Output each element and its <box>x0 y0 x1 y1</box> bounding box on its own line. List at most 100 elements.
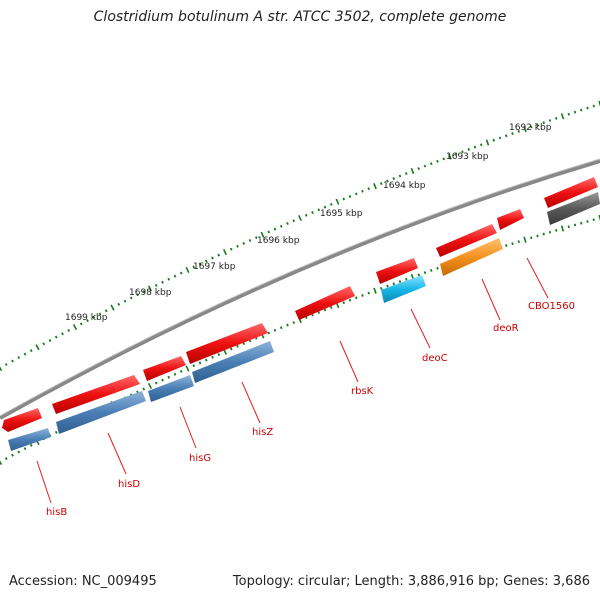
minor-tick <box>267 230 271 234</box>
minor-tick <box>423 271 427 275</box>
cds-bar-blue[interactable] <box>8 428 51 451</box>
gene-label-deoC[interactable]: deoC <box>422 353 448 364</box>
minor-tick <box>123 299 127 303</box>
minor-tick <box>217 253 221 257</box>
cds-bar-blue[interactable] <box>148 375 194 402</box>
minor-tick <box>286 323 289 327</box>
gene-arrow-forward[interactable] <box>143 356 186 381</box>
minor-tick <box>142 387 146 391</box>
gene-label-hisG[interactable]: hisG <box>189 453 211 464</box>
major-tick <box>72 324 78 331</box>
minor-tick <box>211 355 214 359</box>
minor-tick <box>548 119 552 122</box>
cds-bar-orange[interactable] <box>440 238 503 276</box>
minor-tick <box>392 282 396 286</box>
minor-tick <box>248 239 252 242</box>
minor-tick <box>511 242 514 246</box>
minor-tick <box>167 277 171 281</box>
outer-tick-track <box>0 100 600 371</box>
minor-tick <box>429 162 433 166</box>
minor-tick <box>11 453 14 457</box>
minor-tick <box>398 174 402 178</box>
minor-tick <box>117 302 121 306</box>
minor-tick <box>154 381 158 385</box>
minor-tick <box>136 293 139 297</box>
minor-tick <box>404 277 408 281</box>
minor-tick <box>17 450 21 454</box>
cds-bar-cyan[interactable] <box>381 275 426 303</box>
minor-tick <box>361 189 364 193</box>
minor-tick <box>511 132 514 135</box>
gene-leader-lines <box>36 257 549 504</box>
gene-label-deoR[interactable]: deoR <box>493 323 519 334</box>
minor-tick <box>86 319 89 323</box>
minor-tick <box>436 159 439 163</box>
minor-tick <box>79 322 83 326</box>
minor-tick <box>348 298 352 302</box>
major-tick <box>222 249 228 256</box>
minor-tick <box>242 241 246 245</box>
gene-arrow-forward[interactable] <box>376 258 418 284</box>
minor-tick <box>23 352 27 356</box>
gene-arrow-forward[interactable] <box>52 375 140 414</box>
minor-tick <box>323 205 327 209</box>
kbp-label-1696: 1696 kbp <box>257 236 300 246</box>
minor-tick <box>342 197 346 201</box>
minor-tick <box>442 157 446 161</box>
inner-tick-track <box>0 214 600 465</box>
gene-arrow-forward[interactable] <box>497 209 524 230</box>
kbp-labels: 1692 kbp 1693 kbp 1694 kbp 1695 kbp 1696… <box>65 123 552 323</box>
minor-tick <box>454 152 458 156</box>
minor-tick <box>129 296 133 300</box>
gene-label-hisD[interactable]: hisD <box>118 479 140 490</box>
cds-bar-gray[interactable] <box>547 192 600 225</box>
gene-label-hisB[interactable]: hisB <box>46 507 67 518</box>
minor-tick <box>273 328 277 332</box>
major-tick <box>260 231 265 238</box>
minor-tick <box>386 284 389 288</box>
minor-tick <box>48 338 52 343</box>
minor-tick <box>498 136 502 140</box>
minor-tick <box>279 326 283 330</box>
minor-tick <box>217 353 221 356</box>
cds-bar-blue[interactable] <box>56 391 146 434</box>
cds-features <box>8 192 600 451</box>
minor-tick <box>311 211 314 214</box>
minor-tick <box>54 430 58 434</box>
minor-tick <box>398 280 402 283</box>
kbp-label-1694: 1694 kbp <box>383 181 426 191</box>
major-tick <box>147 285 153 292</box>
major-tick <box>185 266 190 274</box>
minor-tick <box>29 443 33 447</box>
minor-tick <box>348 195 352 198</box>
minor-tick <box>492 138 496 142</box>
minor-tick <box>211 256 214 260</box>
major-tick <box>598 100 600 107</box>
minor-tick <box>354 296 358 300</box>
gene-arrow-forward[interactable] <box>436 224 497 257</box>
gene-arrow-forward[interactable] <box>544 177 598 208</box>
gene-arrow-forward[interactable] <box>186 323 268 364</box>
major-tick <box>335 198 340 205</box>
minor-tick <box>592 104 595 108</box>
major-tick <box>0 460 3 465</box>
minor-tick <box>361 294 364 297</box>
major-tick <box>35 344 40 351</box>
gene-arrow-forward[interactable] <box>295 286 355 320</box>
minor-tick <box>386 179 389 183</box>
minor-tick <box>229 247 233 251</box>
gene-label-rbsK[interactable]: rbsK <box>351 386 374 397</box>
gene-label-CBO1560[interactable]: CBO1560 <box>528 301 575 312</box>
major-tick <box>298 214 302 222</box>
gene-label-hisZ[interactable]: hisZ <box>252 427 273 438</box>
kbp-label-1693: 1693 kbp <box>446 152 489 162</box>
cds-bar-blue[interactable] <box>192 341 274 383</box>
minor-tick <box>586 220 589 223</box>
gene-arrow-forward[interactable] <box>2 408 42 432</box>
minor-tick <box>198 262 202 266</box>
kbp-label-1692: 1692 kbp <box>509 123 552 133</box>
minor-tick <box>192 364 196 368</box>
gene-labels: hisB hisD hisG hisZ rbsK deoC deoR CBO15… <box>46 301 575 518</box>
minor-tick <box>392 177 396 180</box>
